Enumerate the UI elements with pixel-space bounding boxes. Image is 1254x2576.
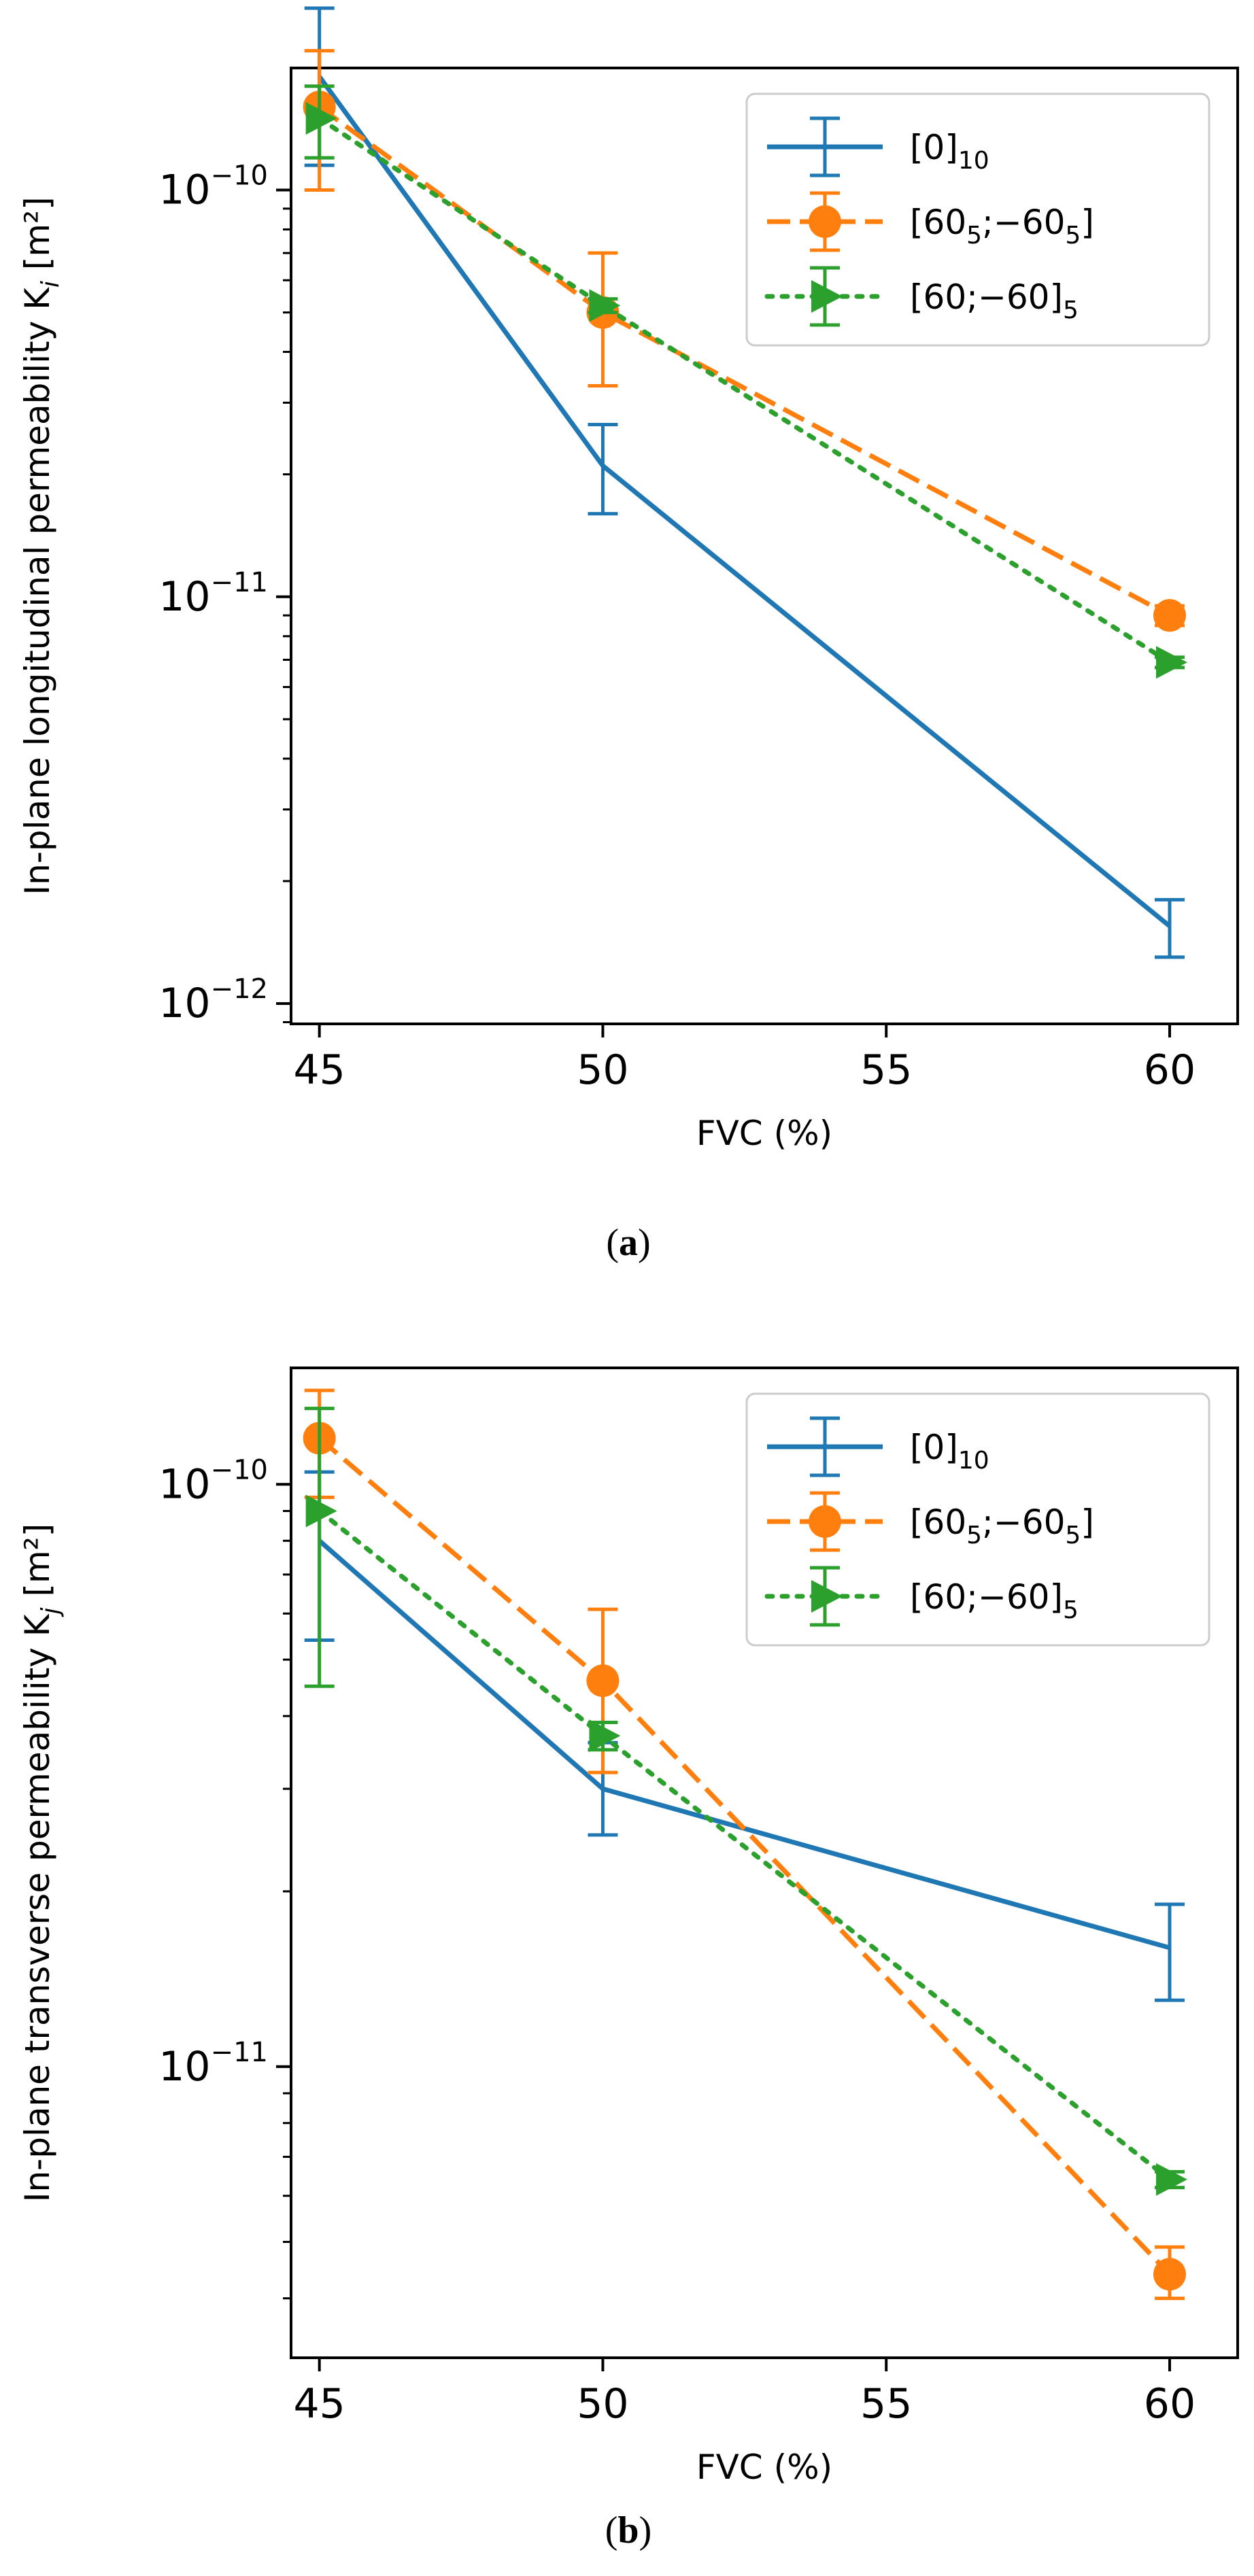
plot-frame [290, 67, 1239, 1025]
data-point [586, 1664, 620, 1698]
legend-box [745, 92, 1210, 347]
x-tick-label: 55 [860, 1046, 912, 1094]
y-tick-label: 10−11 [158, 2037, 268, 2091]
data-point [305, 1494, 337, 1528]
x-axis-label: FVC (%) [696, 2448, 832, 2487]
data-point [305, 102, 337, 135]
data-point [1155, 2163, 1187, 2196]
legend-marker [809, 205, 841, 238]
chart-panel-b: 45 50 55 60 10−10 10−11 FVC (%) In-plane transv… [18, 1367, 1239, 2552]
x-tick-label: 45 [293, 1046, 345, 1094]
series-line [318, 105, 1171, 618]
x-tick-label: 60 [1144, 1046, 1196, 1094]
legend-marker [811, 1580, 843, 1613]
legend-box [745, 1392, 1210, 1647]
x-tick-label: 60 [1144, 2380, 1196, 2428]
legend: [0]10 [605;−605] [60;−60]5 [745, 1392, 1210, 1647]
chart-panel-a: 45 50 55 60 10−10 10−11 10−12 FVC (%) In-plane l… [18, 6, 1239, 1264]
series-2 [304, 84, 1187, 679]
legend-marker [809, 1505, 841, 1538]
legend-entry-1: [605;−605] [910, 203, 1094, 250]
x-tick-label: 50 [577, 1046, 628, 1094]
data-point [1153, 599, 1186, 632]
data-point [1155, 646, 1187, 679]
legend-marker [811, 280, 843, 313]
x-axis-label: FVC (%) [696, 1114, 832, 1153]
y-tick-label: 10−12 [158, 974, 268, 1027]
y-tick-label: 10−10 [158, 1454, 268, 1508]
y-tick-label: 10−10 [158, 160, 268, 213]
legend-entry-0: [0]10 [910, 128, 989, 175]
x-tick-label: 55 [860, 2380, 912, 2428]
legend-entry-2: [60;−60]5 [910, 277, 1079, 324]
y-tick-label: 10−11 [158, 567, 268, 621]
legend: [0]10 [605;−605] [60;−60]5 [745, 92, 1210, 347]
series-2 [304, 1407, 1187, 2196]
x-tick-label: 45 [293, 2380, 345, 2428]
y-axis-label: In-plane transverse permeability Kj [m²] [18, 1524, 65, 2203]
panel-label: (b) [605, 2509, 651, 2552]
plot-frame [290, 1367, 1239, 2359]
legend-entry-1: [605;−605] [910, 1502, 1094, 1549]
panel-label: (a) [606, 1222, 650, 1264]
legend-entry-0: [0]10 [910, 1428, 989, 1475]
data-point [589, 289, 621, 322]
legend-entry-2: [60;−60]5 [910, 1577, 1079, 1624]
x-tick-label: 50 [577, 2380, 628, 2428]
data-point [589, 1719, 621, 1753]
y-axis-label: In-plane longitudinal permeability Ki [m… [18, 196, 65, 895]
data-point [1153, 2258, 1186, 2291]
